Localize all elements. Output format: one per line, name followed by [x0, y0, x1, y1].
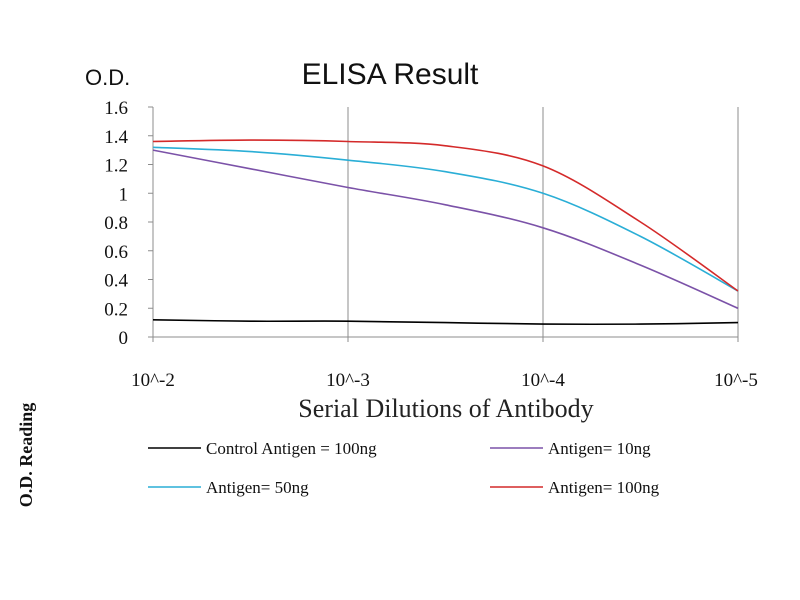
axes — [148, 106, 739, 342]
y-tick-label: 0.6 — [104, 242, 128, 263]
x-tick-label: 10^-5 — [714, 370, 758, 391]
y-tick-label: 0 — [119, 328, 129, 349]
chart-title: ELISA Result — [302, 58, 479, 91]
series-line-4 — [152, 139, 739, 292]
y-axis-title: O.D. — [85, 65, 130, 90]
y-tick-label: 0.2 — [104, 299, 128, 320]
y-tick-label: 1.2 — [104, 156, 128, 177]
y-tick-label: 1 — [119, 184, 129, 205]
side-axis-label: O.D. Reading — [16, 403, 36, 508]
x-tick-label: 10^-2 — [131, 370, 175, 391]
y-tick-label: 1.6 — [104, 98, 128, 119]
series-line-1 — [152, 319, 739, 326]
series-lines — [152, 139, 739, 326]
gridlines — [347, 107, 739, 337]
series-line-3 — [152, 146, 739, 292]
legend-label-3: Antigen= 50ng — [206, 478, 309, 497]
y-tick-label: 1.4 — [104, 127, 128, 148]
series-line-2 — [152, 149, 739, 310]
legend-label-4: Antigen= 100ng — [548, 478, 660, 497]
y-tick-label: 0.8 — [104, 213, 128, 234]
legend-label-1: Control Antigen = 100ng — [206, 439, 377, 458]
y-tick-labels: 0 0.2 0.4 0.6 0.8 1 1.2 1.4 1.6 — [104, 98, 128, 349]
y-tick-label: 0.4 — [104, 271, 128, 292]
x-axis-title: Serial Dilutions of Antibody — [298, 394, 593, 423]
legend-label-2: Antigen= 10ng — [548, 439, 651, 458]
x-tick-label: 10^-4 — [521, 370, 565, 391]
x-tick-label: 10^-3 — [326, 370, 370, 391]
x-tick-labels: 10^-2 10^-3 10^-4 10^-5 — [131, 370, 758, 391]
legend: Control Antigen = 100ng Antigen= 10ng Anti… — [148, 439, 660, 497]
